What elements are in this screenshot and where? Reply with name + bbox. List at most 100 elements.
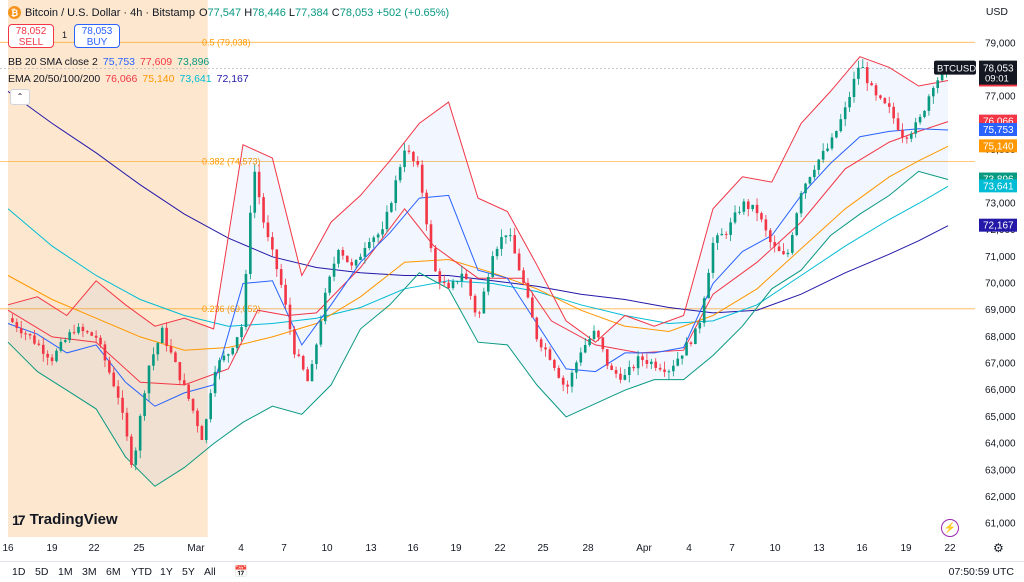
candle-body <box>310 364 314 382</box>
candle-body <box>478 312 481 314</box>
time-tick-label: 22 <box>88 543 100 554</box>
candle-body <box>403 150 406 168</box>
range-5d[interactable]: 5D <box>35 566 49 578</box>
range-ytd[interactable]: YTD <box>131 566 152 578</box>
candle-body <box>680 355 684 359</box>
candle-body <box>751 204 754 209</box>
candle-body <box>182 380 186 385</box>
time-tick-label: 16 <box>407 543 419 554</box>
candle-body <box>231 347 235 355</box>
candle-body <box>887 103 891 107</box>
ema100-line <box>7 185 949 327</box>
candle-body <box>522 270 525 283</box>
candle-body <box>165 327 168 346</box>
fib-label: 0.382 (74,573) <box>202 156 261 166</box>
buy-button[interactable]: 78,053 BUY <box>74 24 120 48</box>
utc-clock[interactable]: 07:50:59 UTC <box>948 566 1014 578</box>
ohlc-high-label: H <box>244 6 253 19</box>
range-3m[interactable]: 3M <box>82 566 97 578</box>
candle-body <box>227 354 230 356</box>
candle-body <box>160 327 164 344</box>
candle-body <box>605 349 609 366</box>
range-1d[interactable]: 1D <box>12 566 26 578</box>
candle-body <box>791 235 794 253</box>
candle-body <box>799 193 803 214</box>
bottom-toolbar: 1D 5D 1M 3M 6M YTD 1Y 5Y All 📅 07:50:59 … <box>0 561 1024 582</box>
ohlc-close-label: C <box>331 6 340 19</box>
candle-body <box>425 192 428 225</box>
sell-button[interactable]: 78,052 SELL <box>8 24 54 48</box>
price-tick-label: 64,000 <box>985 439 1016 450</box>
price-tick-label: 61,000 <box>985 519 1016 530</box>
candle-body <box>359 256 362 261</box>
range-5y[interactable]: 5Y <box>182 566 195 578</box>
candle-body <box>557 367 561 378</box>
candle-body <box>81 326 85 332</box>
candle-body <box>293 329 296 355</box>
time-tick-label: 25 <box>537 543 549 554</box>
candle-body <box>513 235 517 254</box>
candle-body <box>835 131 838 138</box>
candle-body <box>619 373 622 380</box>
time-tick-label: 19 <box>46 543 58 554</box>
candle-body <box>253 171 257 213</box>
candle-body <box>909 133 913 139</box>
price-tag <box>979 139 1017 153</box>
price-tag <box>979 218 1017 232</box>
candle-body <box>879 95 882 99</box>
fib-label: 0.236 (69,052) <box>202 304 261 314</box>
candle-body <box>592 330 596 340</box>
candle-body <box>55 350 58 362</box>
ema-indicator-legend[interactable]: EMA 20/50/100/200 76,066 75,140 73,641 72,16… <box>8 73 254 85</box>
candle-body <box>116 386 120 398</box>
bb-basis-value: 75,753 <box>102 56 136 68</box>
candle-body <box>698 322 702 329</box>
range-6m[interactable]: 6M <box>106 566 121 578</box>
lightning-icon[interactable]: ⚡ <box>941 519 959 537</box>
time-tick-label: 4 <box>686 543 692 554</box>
candle-body <box>72 332 76 334</box>
candle-body <box>500 237 503 249</box>
candle-body <box>68 332 71 341</box>
range-all[interactable]: All <box>204 566 216 578</box>
candle-body <box>579 352 583 363</box>
candle-body <box>323 292 327 322</box>
bb-indicator-legend[interactable]: BB 20 SMA close 2 75,753 77,609 73,896 <box>8 56 214 68</box>
ohlc-open: 77,547 <box>207 6 242 19</box>
bb-upper-line <box>7 56 949 343</box>
candle-body <box>372 237 376 243</box>
candle-body <box>442 282 446 284</box>
candle-body <box>517 253 521 271</box>
buy-price: 78,053 <box>81 26 113 37</box>
gear-icon[interactable]: ⚙ <box>993 541 1004 555</box>
candle-body <box>773 242 776 247</box>
candle-body <box>610 365 613 370</box>
candle-body <box>99 337 102 345</box>
range-1y[interactable]: 1Y <box>160 566 173 578</box>
candle-body <box>707 272 710 299</box>
symbol-title[interactable]: Bitcoin / U.S. Dollar · 4h · Bitstamp <box>25 6 195 19</box>
candle-body <box>861 67 865 69</box>
currency-selector[interactable]: USD <box>985 6 1008 18</box>
candle-body <box>755 204 759 214</box>
range-1m[interactable]: 1M <box>58 566 73 578</box>
candle-body <box>614 369 618 374</box>
time-tick-label: 25 <box>133 543 145 554</box>
candle-body <box>733 212 737 223</box>
candle-body <box>138 416 142 451</box>
candle-body <box>553 359 556 368</box>
price-tag-label: 75,140 <box>983 141 1014 152</box>
candle-body <box>19 328 23 334</box>
candle-body <box>257 171 261 198</box>
candle-body <box>156 343 160 355</box>
spread-value: 1 <box>62 30 68 40</box>
symbol-tag-label: BTCUSD <box>937 64 976 75</box>
candle-body <box>826 148 829 151</box>
candle-body <box>90 332 94 336</box>
time-tick-label: Mar <box>187 543 205 554</box>
candle-body <box>526 282 530 298</box>
price-tick-label: 70,000 <box>985 279 1016 290</box>
collapse-legend-chevron-icon[interactable]: ⌃ <box>10 89 30 105</box>
calendar-icon[interactable]: 📅 <box>234 566 248 578</box>
